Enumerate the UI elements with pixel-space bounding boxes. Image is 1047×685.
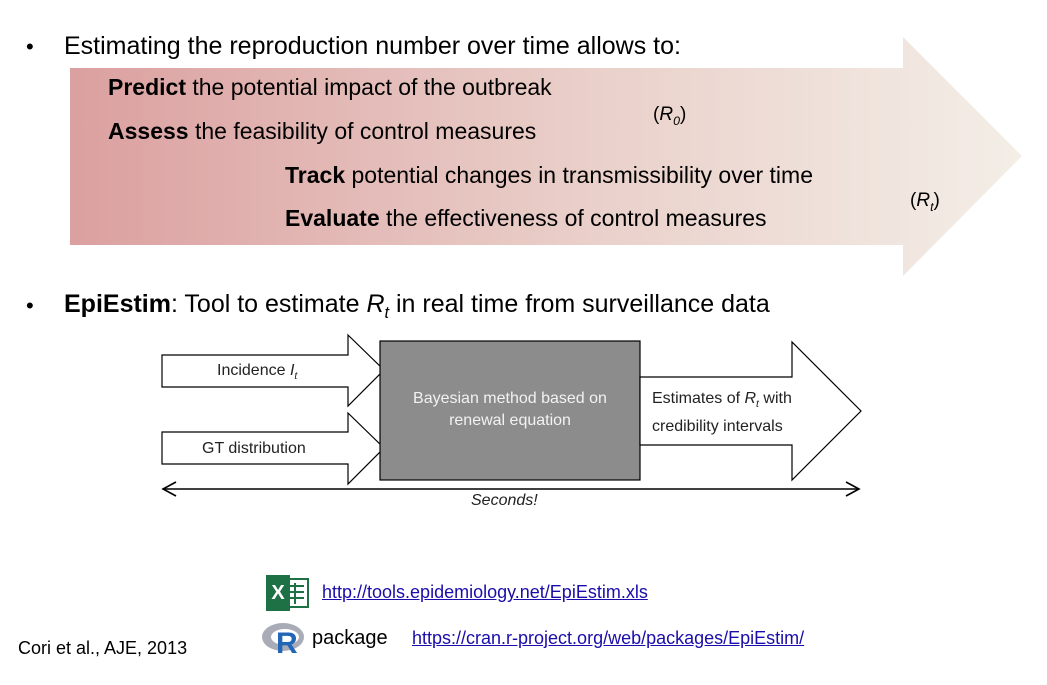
method-box-text: Bayesian method based on renewal equatio… [413,390,607,429]
arrow-item-text: the potential impact of the outbreak [185,74,552,100]
output-arrow [639,340,862,482]
arrow-item-bold: Evaluate [285,205,380,231]
cran-package-link[interactable]: https://cran.r-project.org/web/packages/… [412,628,805,648]
arrow-item-bold: Assess [108,118,189,144]
arrow-item-bold: Track [285,162,346,188]
arrow-item-predict: Predict the potential impact of the outb… [108,74,552,101]
arrow-item-text: potential changes in transmissibility ov… [345,162,813,188]
r-package-label: package [312,627,388,649]
workflow-diagram [161,333,862,497]
citation: Cori et al., AJE, 2013 [18,638,188,658]
method-box [379,340,641,481]
rt-label: (Rt) [910,190,940,214]
epiestim-bold: EpiEstim [64,290,171,318]
bullet-marker-2: • [26,293,34,318]
bullet-marker-1: • [26,34,34,59]
excel-download-link[interactable]: http://tools.epidemiology.net/EpiEstim.x… [322,582,648,602]
bullet-2-text: EpiEstim: Tool to estimate Rt in real ti… [64,290,770,322]
excel-icon: X [266,575,310,611]
big-gradient-arrow [70,37,1022,276]
arrow-item-track: Track potential changes in transmissibil… [285,162,813,189]
timeline-label: Seconds! [471,492,538,509]
r-logo-letter: R [276,627,298,658]
input-arrow-incidence [161,333,385,408]
input-arrow-gt [161,411,385,486]
arrow-item-assess: Assess the feasibility of control measur… [108,118,536,145]
arrow-item-text: the feasibility of control measures [188,118,537,144]
output-text: Estimates of Rt with credibility interva… [652,390,792,436]
r0-label: (R0) [653,104,687,128]
input-gt-label: GT distribution [202,440,306,457]
arrow-item-text: the effectiveness of control measures [379,205,767,231]
arrow-item-evaluate: Evaluate the effectiveness of control me… [285,205,767,232]
arrow-item-bold: Predict [108,74,186,100]
r-logo-icon: R [262,623,304,658]
input-incidence-label: Incidence It [217,362,298,383]
bullet-1-text: Estimating the reproduction number over … [64,32,681,60]
